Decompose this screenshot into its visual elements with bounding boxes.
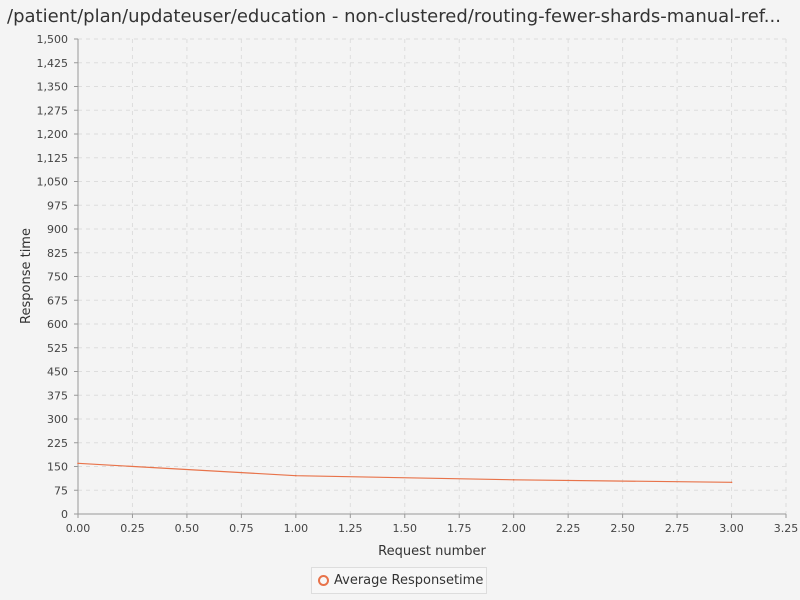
y-tick-label: 675 [47,294,68,307]
y-tick-label: 1,050 [37,176,69,189]
x-tick-label: 0.50 [175,522,200,535]
data-point [512,479,515,481]
y-tick-label: 150 [47,461,68,474]
y-tick-label: 1,425 [37,57,69,70]
x-tick-label: 2.00 [501,522,526,535]
x-tick-label: 3.25 [774,522,799,535]
legend: Average Responsetime [311,567,487,594]
grid-lines [78,38,787,514]
x-tick-label: 1.50 [393,522,418,535]
data-point [730,481,733,484]
y-tick-label: 600 [47,318,68,331]
x-tick-label: 0.75 [229,522,254,535]
y-tick-label: 300 [47,413,68,426]
y-tick-label: 1,200 [37,128,69,141]
series-group [77,462,733,484]
legend-marker-icon [318,575,329,586]
x-axis-title: Request number [378,544,486,559]
y-tick-label: 375 [47,389,68,402]
y-tick-label: 975 [47,199,68,212]
axes [74,38,787,518]
legend-label: Average Responsetime [334,573,484,588]
x-tick-label: 0.25 [120,522,145,535]
x-tick-label: 2.75 [665,522,690,535]
y-tick-label: 1,350 [37,81,69,94]
y-tick-label: 225 [47,437,68,450]
series-line [77,462,732,483]
tick-labels: 0.00 0.25 0.50 0.75 1.00 1.25 1.50 1.75 2.00 2.25… [37,33,799,535]
y-tick-label: 900 [47,223,68,236]
x-tick-label: 1.00 [284,522,309,535]
x-tick-label: 2.50 [610,522,635,535]
x-tick-label: 2.25 [556,522,581,535]
data-point [77,462,79,465]
y-axis-title: Response time [19,228,34,324]
y-tick-label: 525 [47,342,68,355]
y-tick-label: 1,275 [37,104,69,117]
x-tick-label: 0.00 [66,522,91,535]
y-tick-label: 1,500 [37,33,69,46]
data-point [295,474,297,477]
x-tick-label: 1.75 [447,522,472,535]
y-tick-label: 450 [47,366,68,379]
y-tick-label: 0 [61,508,68,521]
y-tick-label: 825 [47,247,68,260]
x-tick-label: 1.25 [338,522,363,535]
chart-title: /patient/plan/updateuser/education - non… [7,6,781,27]
x-tick-label: 3.00 [719,522,744,535]
y-tick-label: 75 [54,484,68,497]
y-tick-label: 1,125 [37,152,69,165]
y-tick-label: 750 [47,271,68,284]
